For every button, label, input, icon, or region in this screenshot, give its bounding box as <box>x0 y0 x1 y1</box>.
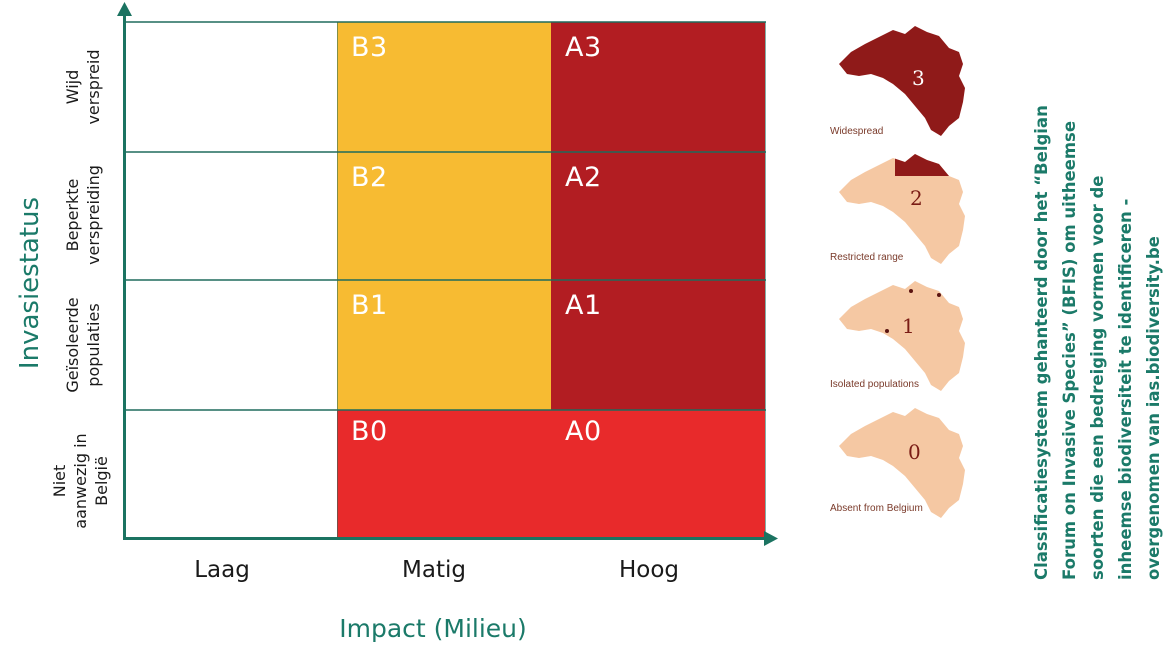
y-axis-arrow-icon <box>117 2 132 16</box>
row-label-isolated: Geïsoleerde populaties <box>51 280 115 410</box>
row-label-line: verspreid <box>84 49 103 125</box>
grid-line <box>124 151 766 153</box>
cell-label: A3 <box>565 32 602 63</box>
x-axis-title: Impact (Milieu) <box>339 614 527 643</box>
row-label-widespread: Wijd verspreid <box>51 22 115 152</box>
map-number: 0 <box>908 440 921 464</box>
description-line: soorten die een bedreiging vormen voor d… <box>1088 175 1107 580</box>
row-label-line: Niet <box>49 464 69 498</box>
x-tick-label: Laag <box>194 557 250 583</box>
cell-label: A0 <box>565 416 602 447</box>
grid-line <box>765 22 766 538</box>
row-label-line: Beperkte <box>63 178 82 252</box>
map-caption: Restricted range <box>830 252 904 263</box>
x-axis <box>123 537 768 540</box>
cell-label: B3 <box>351 32 388 63</box>
grid-line <box>124 279 766 281</box>
cell-a2: A2 <box>551 152 765 280</box>
cell-b3: B3 <box>337 22 551 152</box>
row-label-absent: Niet aanwezig in België <box>40 416 120 546</box>
description-line: Classificatiesysteem gehanteerd door het… <box>1032 105 1051 580</box>
row-label-line: Geïsoleerde <box>63 297 82 393</box>
cell-label: A2 <box>565 162 602 193</box>
map-caption: Absent from Belgium <box>830 503 923 514</box>
grid-line <box>337 22 338 538</box>
map-caption: Widespread <box>830 126 884 137</box>
belgium-map-isolated <box>839 281 965 391</box>
cell-a0: A0 <box>551 410 765 538</box>
row-label-line: België <box>91 456 111 506</box>
cell-b1: B1 <box>337 280 551 410</box>
row-label-line: verspreiding <box>84 165 103 265</box>
cell-a1: A1 <box>551 280 765 410</box>
x-tick-label: Matig <box>402 557 466 583</box>
cell-label: A1 <box>565 290 602 321</box>
source-description: Classificatiesysteem gehanteerd door het… <box>1028 20 1168 580</box>
cell-b2: B2 <box>337 152 551 280</box>
cell-label: B2 <box>351 162 388 193</box>
description-line: inheemse biodiversiteit te identificeren… <box>1116 198 1135 580</box>
cell-b0: B0 <box>337 410 551 538</box>
grid-line <box>124 409 766 411</box>
map-number: 3 <box>912 66 925 90</box>
map-number: 1 <box>902 314 915 338</box>
grid-line <box>124 21 766 23</box>
belgium-map-widespread <box>839 26 965 136</box>
cell-a3: A3 <box>551 22 765 152</box>
row-label-line: populaties <box>84 303 103 387</box>
x-axis-arrow-icon <box>764 531 778 546</box>
description-line: Forum on Invasive Species” (BFIS) om uit… <box>1060 120 1079 580</box>
map-caption: Isolated populations <box>830 379 919 390</box>
map-number: 2 <box>910 186 923 210</box>
cell-label: B1 <box>351 290 388 321</box>
row-label-line: aanwezig in <box>70 433 90 529</box>
y-axis <box>123 12 126 540</box>
cell-label: B0 <box>351 416 388 447</box>
row-label-line: Wijd <box>63 69 82 105</box>
description-line: overgenomen van ias.biodiversity.be <box>1144 236 1163 580</box>
row-label-restricted: Beperkte verspreiding <box>51 150 115 280</box>
x-tick-label: Hoog <box>618 557 680 583</box>
y-axis-title: Invasiestatus <box>15 196 45 370</box>
